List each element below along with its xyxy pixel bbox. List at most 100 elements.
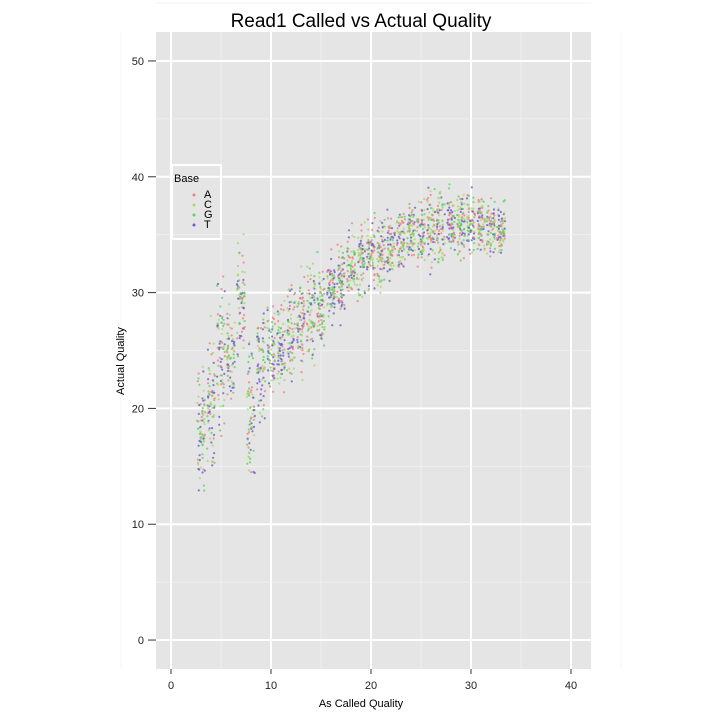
point-T <box>333 269 336 272</box>
point-A <box>252 418 255 421</box>
point-A <box>288 371 292 374</box>
point-T <box>339 324 342 327</box>
point-A <box>350 272 353 276</box>
point-A <box>463 245 466 248</box>
point-A <box>291 348 295 351</box>
point-G <box>363 290 366 293</box>
point-T <box>330 257 333 261</box>
point-A <box>213 397 216 400</box>
point-C <box>467 214 470 217</box>
point-T <box>263 417 266 420</box>
point-T <box>441 226 444 229</box>
point-A <box>489 197 493 200</box>
point-C <box>271 342 274 345</box>
point-T <box>402 265 405 268</box>
point-C <box>279 376 282 379</box>
point-C <box>246 395 249 398</box>
point-T <box>268 329 271 332</box>
point-A <box>412 253 416 256</box>
point-C <box>351 234 354 237</box>
point-A <box>477 232 480 235</box>
point-C <box>282 322 285 326</box>
point-C <box>251 412 254 415</box>
point-G <box>221 296 224 299</box>
point-A <box>388 226 391 230</box>
point-A <box>272 370 275 373</box>
point-C <box>283 299 286 302</box>
point-A <box>462 257 465 260</box>
point-G <box>266 355 269 358</box>
point-G <box>271 325 274 328</box>
point-T <box>487 230 490 233</box>
point-T <box>227 337 231 340</box>
point-A <box>218 356 222 359</box>
point-G <box>332 290 335 294</box>
point-T <box>299 345 302 349</box>
point-C <box>483 248 486 251</box>
point-C <box>438 246 442 249</box>
point-C <box>330 278 333 281</box>
point-G <box>211 460 214 463</box>
point-A <box>426 216 429 219</box>
point-A <box>480 225 484 228</box>
point-A <box>250 389 253 392</box>
point-T <box>208 427 211 430</box>
y-tick-label: 50 <box>132 56 144 68</box>
point-A <box>298 290 301 293</box>
point-G <box>500 249 503 252</box>
point-T <box>451 211 454 214</box>
point-C <box>251 393 254 396</box>
point-G <box>202 484 205 487</box>
point-A <box>307 289 310 292</box>
point-C <box>301 360 304 363</box>
point-A <box>467 210 470 214</box>
point-A <box>261 348 264 351</box>
point-G <box>252 449 255 452</box>
point-G <box>433 188 436 191</box>
point-G <box>462 243 465 246</box>
point-G <box>219 305 222 308</box>
point-C <box>290 335 293 338</box>
point-C <box>486 241 489 244</box>
point-C <box>423 258 426 262</box>
point-T <box>259 393 262 396</box>
point-A <box>222 383 225 386</box>
point-C <box>436 237 439 240</box>
point-C <box>321 279 324 282</box>
point-T <box>206 348 209 351</box>
point-A <box>340 245 343 248</box>
point-A <box>302 299 305 303</box>
point-A <box>302 304 306 307</box>
point-T <box>229 389 232 392</box>
point-T <box>281 343 284 346</box>
point-T <box>242 278 245 281</box>
point-C <box>491 240 495 243</box>
point-G <box>350 264 353 267</box>
point-T <box>256 335 259 338</box>
point-T <box>486 224 489 227</box>
point-A <box>306 335 309 338</box>
point-T <box>280 369 283 372</box>
point-T <box>326 291 329 294</box>
point-A <box>301 343 304 346</box>
point-T <box>212 433 216 437</box>
point-T <box>257 340 260 343</box>
point-G <box>316 329 319 332</box>
point-C <box>432 209 435 212</box>
point-C <box>428 211 431 214</box>
point-C <box>323 325 326 329</box>
point-G <box>269 366 272 369</box>
point-C <box>247 469 250 472</box>
point-A <box>293 305 296 309</box>
point-A <box>272 390 275 393</box>
point-G <box>331 305 334 308</box>
point-T <box>343 261 346 265</box>
point-T <box>387 243 390 246</box>
point-A <box>377 251 380 254</box>
point-A <box>347 289 350 292</box>
point-T <box>226 369 230 372</box>
point-C <box>202 421 206 424</box>
point-A <box>463 214 466 217</box>
point-T <box>240 335 243 338</box>
point-A <box>281 335 284 338</box>
